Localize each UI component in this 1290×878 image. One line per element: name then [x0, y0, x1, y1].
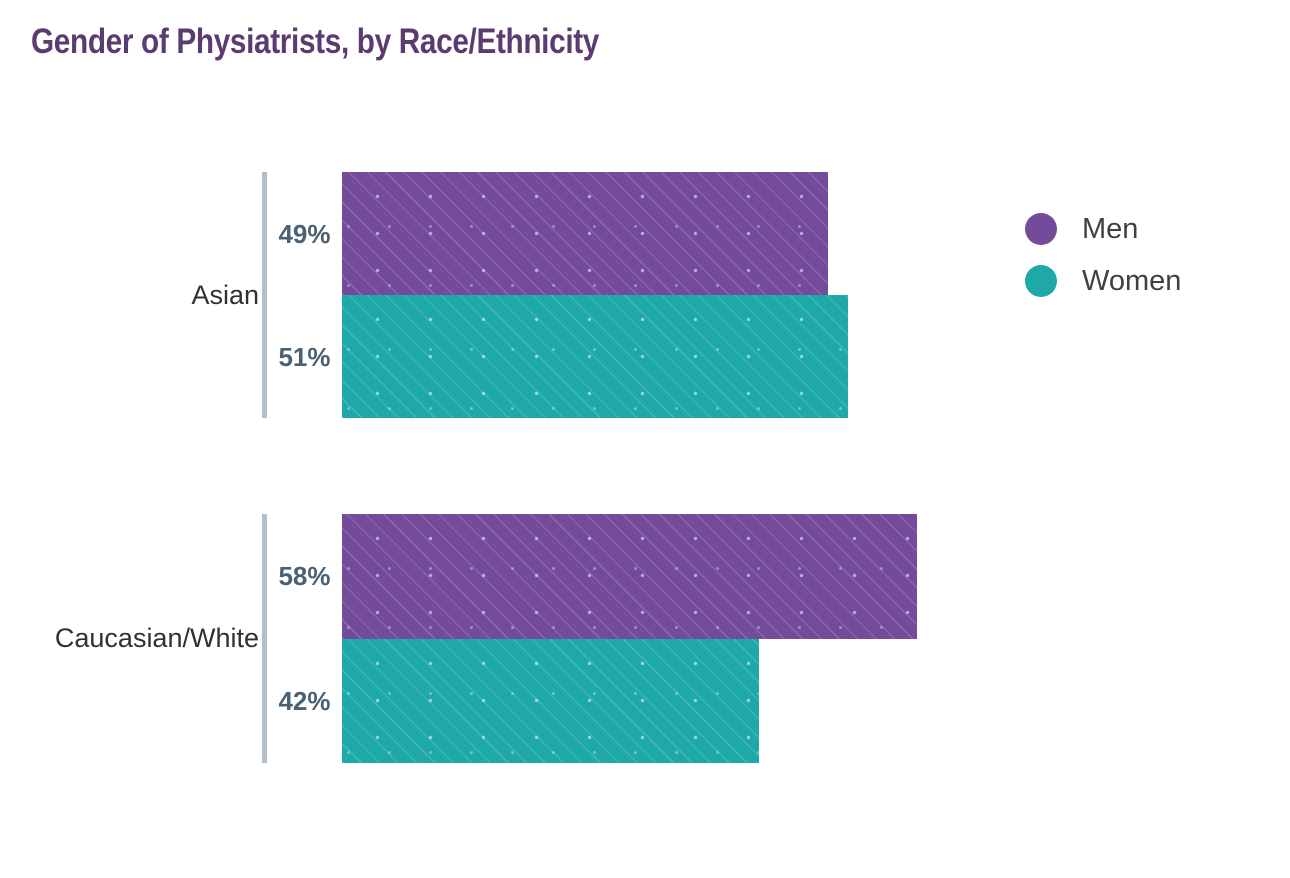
bar-group-asian: Asian 49% 51%: [0, 172, 1290, 418]
category-label-asian: Asian: [191, 279, 259, 310]
value-label-caucasian-women: 42%: [278, 685, 331, 716]
bar-row-asian-men: 49%: [267, 172, 1290, 295]
legend-item-women: Women: [1025, 265, 1181, 297]
legend-swatch-men-icon: [1025, 213, 1057, 245]
value-label-asian-women: 51%: [278, 341, 331, 372]
legend-swatch-women-icon: [1025, 265, 1057, 297]
legend-item-men: Men: [1025, 213, 1181, 245]
bar-caucasian-men: [342, 514, 917, 639]
bar-caucasian-women: [342, 638, 759, 763]
bar-row-asian-women: 51%: [267, 295, 1290, 418]
bar-row-caucasian-women: 42%: [267, 638, 1290, 763]
axis-baseline-asian: [262, 172, 267, 418]
axis-baseline-caucasian-white: [262, 514, 267, 763]
bar-group-caucasian-white: Caucasian/White 58% 42%: [0, 514, 1290, 763]
value-label-asian-men: 49%: [278, 218, 331, 249]
legend-label-men: Men: [1082, 212, 1139, 245]
legend: Men Women: [1025, 213, 1181, 317]
legend-label-women: Women: [1082, 264, 1182, 297]
bar-asian-men: [342, 172, 828, 295]
chart-title: Gender of Physiatrists, by Race/Ethnicit…: [31, 22, 600, 61]
value-label-caucasian-men: 58%: [278, 561, 331, 592]
bar-asian-women: [342, 295, 848, 418]
category-label-caucasian-white: Caucasian/White: [54, 623, 259, 653]
bar-row-caucasian-men: 58%: [267, 514, 1290, 639]
